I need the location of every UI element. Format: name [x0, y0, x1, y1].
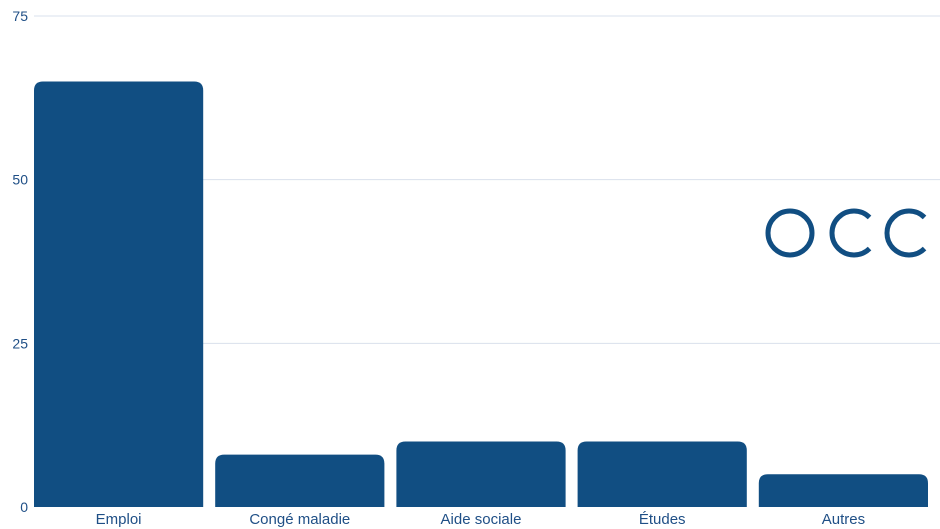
logo-letter-c2 — [884, 208, 927, 258]
logo-letter-o — [765, 208, 815, 258]
bar-1 — [215, 454, 385, 507]
bar-4 — [758, 474, 928, 507]
bar-0 — [34, 81, 204, 507]
y-tick-label: 75 — [12, 8, 28, 24]
y-tick-label: 25 — [12, 335, 28, 351]
bar-3 — [577, 441, 747, 507]
x-tick-label: Autres — [822, 511, 865, 528]
occ-logo — [765, 208, 927, 258]
y-tick-label: 0 — [20, 499, 28, 515]
bar-2 — [396, 441, 566, 507]
x-tick-label: Emploi — [96, 511, 142, 528]
x-tick-label: Études — [639, 511, 686, 528]
y-tick-label: 50 — [12, 172, 28, 188]
x-axis-labels: Emploi Congé maladie Aide sociale Études Aut… — [96, 511, 865, 528]
bars — [34, 81, 928, 507]
y-axis-ticks: 0 25 50 75 — [12, 8, 28, 515]
x-tick-label: Congé maladie — [249, 511, 350, 528]
x-tick-label: Aide sociale — [441, 511, 522, 528]
logo-letter-c1 — [829, 208, 872, 258]
